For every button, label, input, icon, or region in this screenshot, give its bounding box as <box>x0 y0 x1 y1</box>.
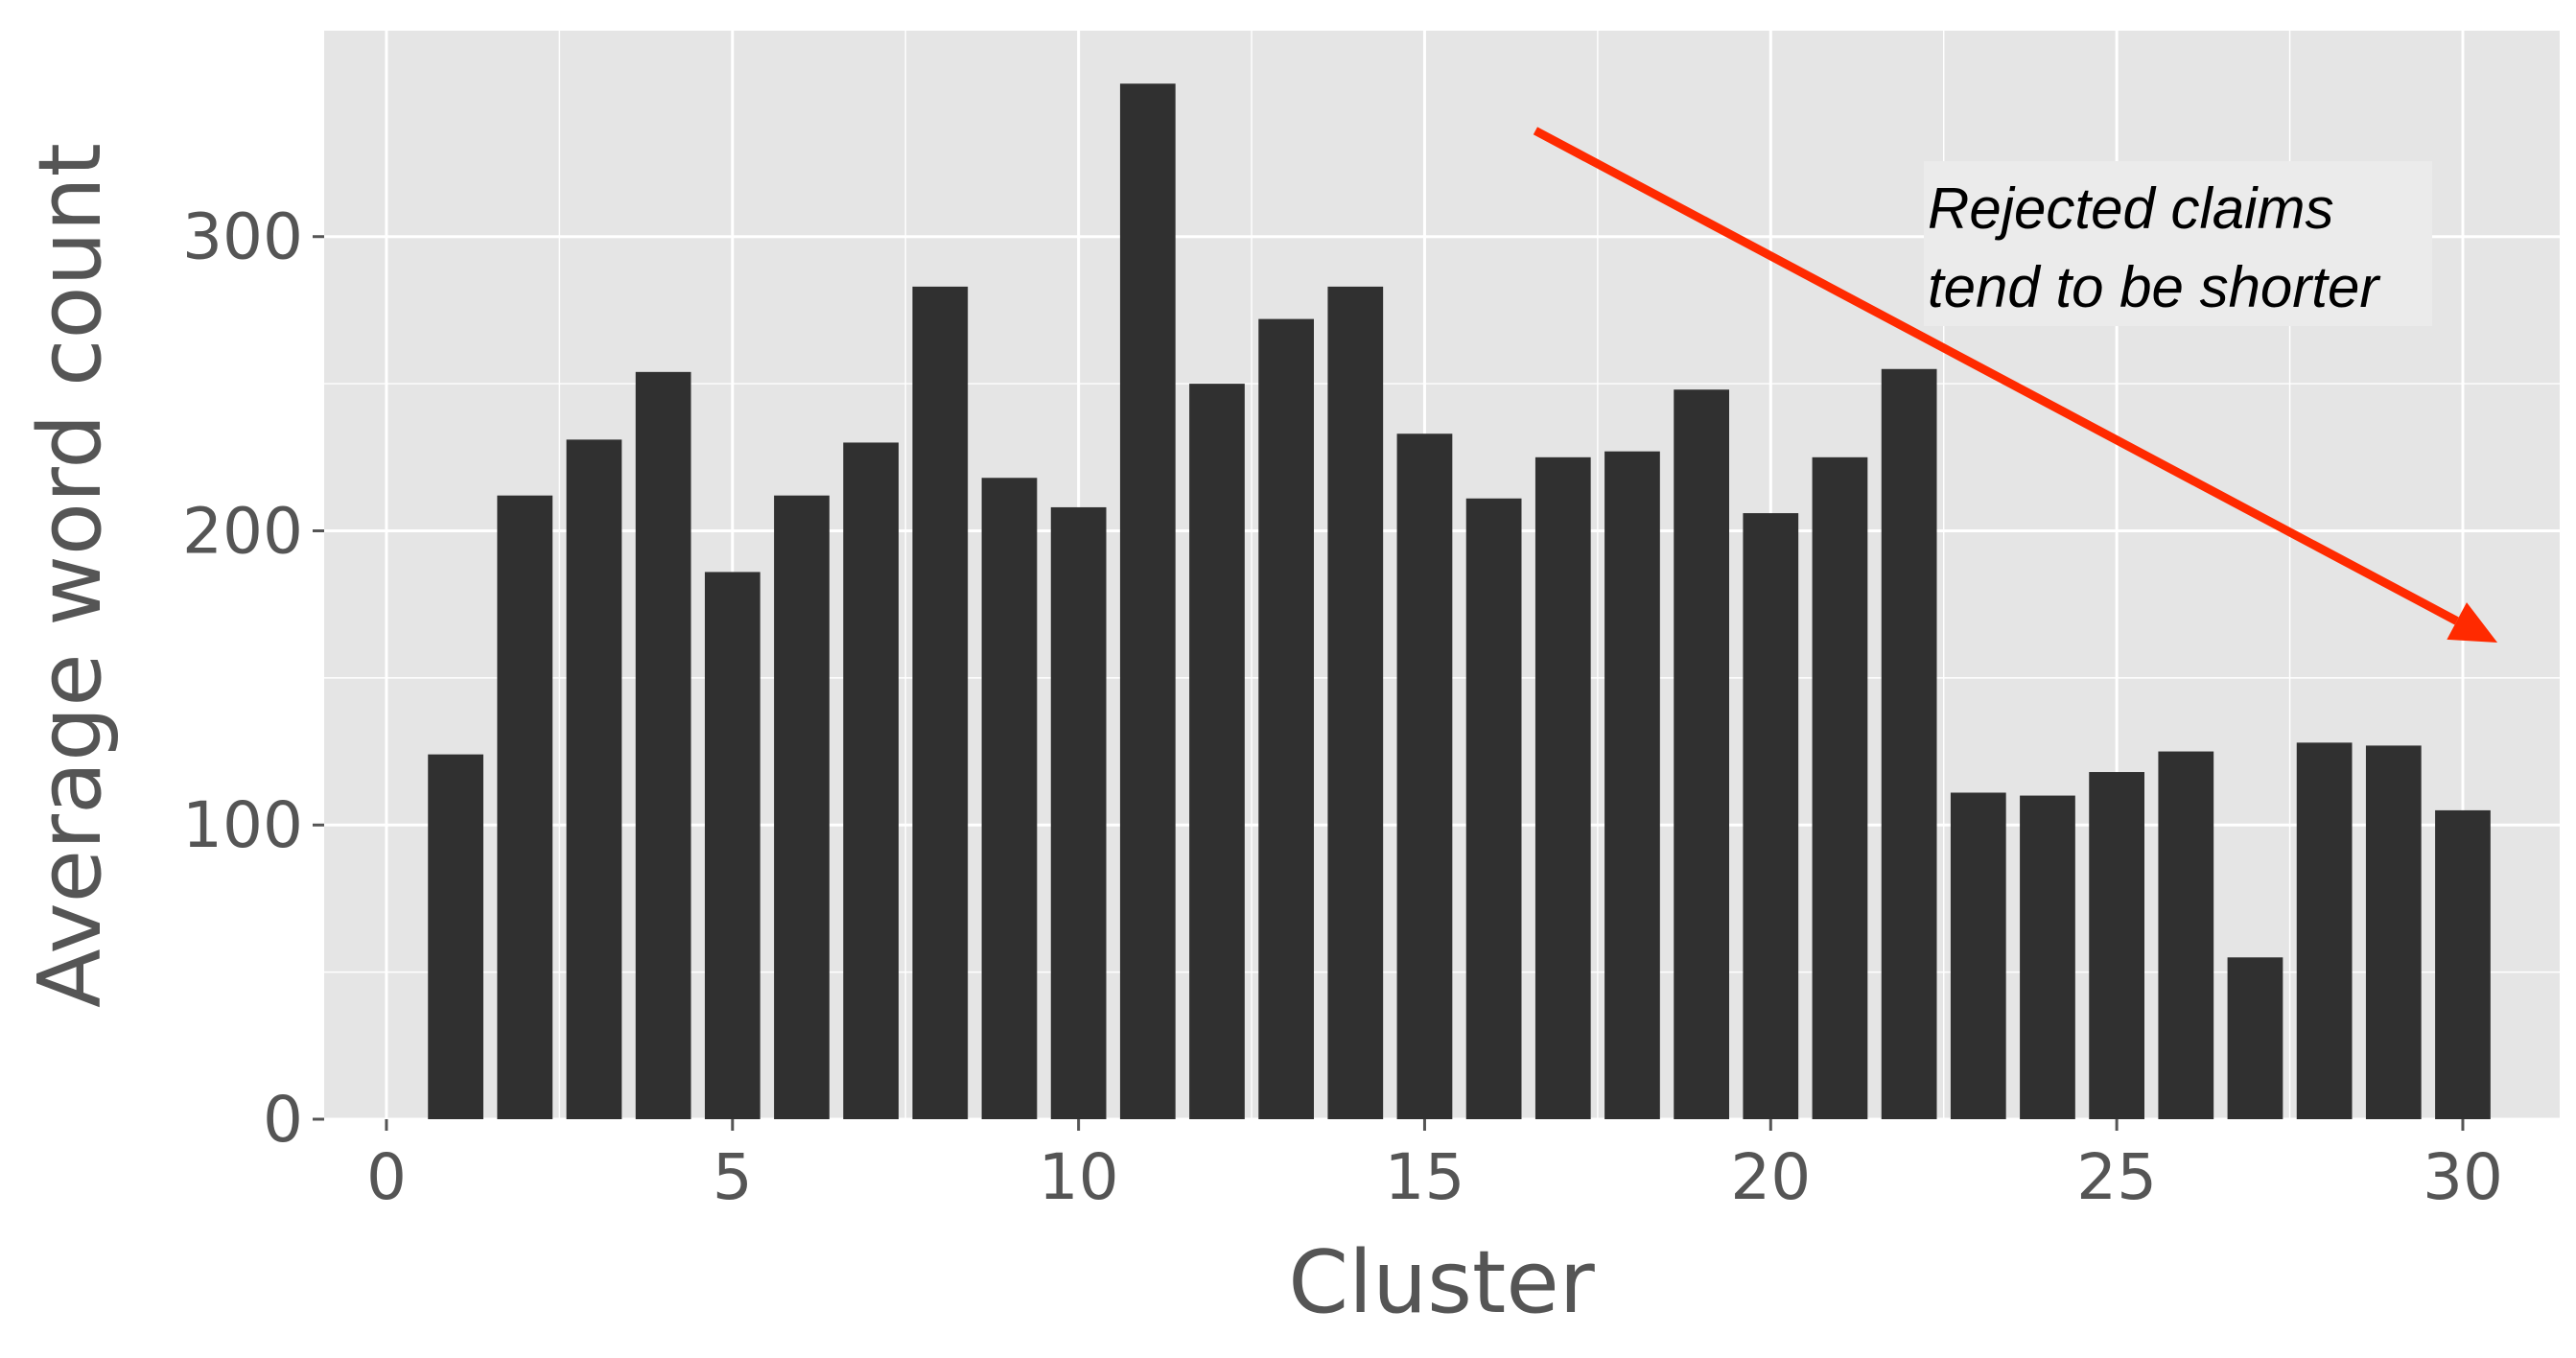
y-tick-label: 300 <box>182 200 303 274</box>
bar <box>2020 796 2075 1119</box>
y-tick-labels: 0 100 200 300 <box>182 200 303 1157</box>
bar <box>1535 457 1591 1119</box>
annotation-line-1: Rejected claims <box>1928 176 2334 241</box>
bar <box>2297 742 2353 1119</box>
x-tick-label: 0 <box>366 1140 407 1214</box>
bar <box>1813 457 1868 1119</box>
bar <box>2435 810 2491 1119</box>
bar <box>497 496 552 1119</box>
bar <box>774 496 830 1119</box>
bar <box>1327 287 1383 1119</box>
bar <box>912 287 968 1119</box>
bar <box>428 755 483 1119</box>
x-tick-label: 20 <box>1730 1140 1811 1214</box>
bar <box>1466 499 1522 1119</box>
bar <box>1120 83 1176 1119</box>
x-tick-label: 30 <box>2423 1140 2503 1214</box>
y-axis-title: Average word count <box>20 143 121 1008</box>
bar <box>1051 507 1107 1119</box>
x-tick-label: 5 <box>713 1140 753 1214</box>
bar <box>1604 452 1660 1119</box>
y-tick-label: 200 <box>182 494 303 568</box>
annotation-line-2: tend to be shorter <box>1928 255 2380 319</box>
y-tick-label: 100 <box>182 788 303 862</box>
x-tick-label: 15 <box>1384 1140 1464 1214</box>
bar <box>1189 384 1245 1119</box>
bar <box>1674 389 1729 1119</box>
bar <box>2366 745 2422 1119</box>
x-axis-title: Cluster <box>1288 1232 1594 1333</box>
bar <box>636 372 691 1119</box>
bar <box>1882 369 1937 1119</box>
bar <box>1951 793 2006 1120</box>
bar <box>705 572 761 1119</box>
bar <box>1743 513 1798 1119</box>
bar <box>567 439 622 1119</box>
x-tick-labels: 0 5 10 15 20 25 30 <box>366 1140 2503 1214</box>
bar <box>2228 957 2283 1119</box>
x-tick-label: 25 <box>2076 1140 2157 1214</box>
x-tick-label: 10 <box>1039 1140 1119 1214</box>
bar <box>843 442 899 1119</box>
bar <box>982 478 1038 1119</box>
bar <box>1397 433 1453 1119</box>
y-tick-label: 0 <box>263 1083 303 1157</box>
bar <box>1258 319 1314 1119</box>
bar <box>2158 752 2213 1119</box>
bar <box>2089 772 2144 1119</box>
